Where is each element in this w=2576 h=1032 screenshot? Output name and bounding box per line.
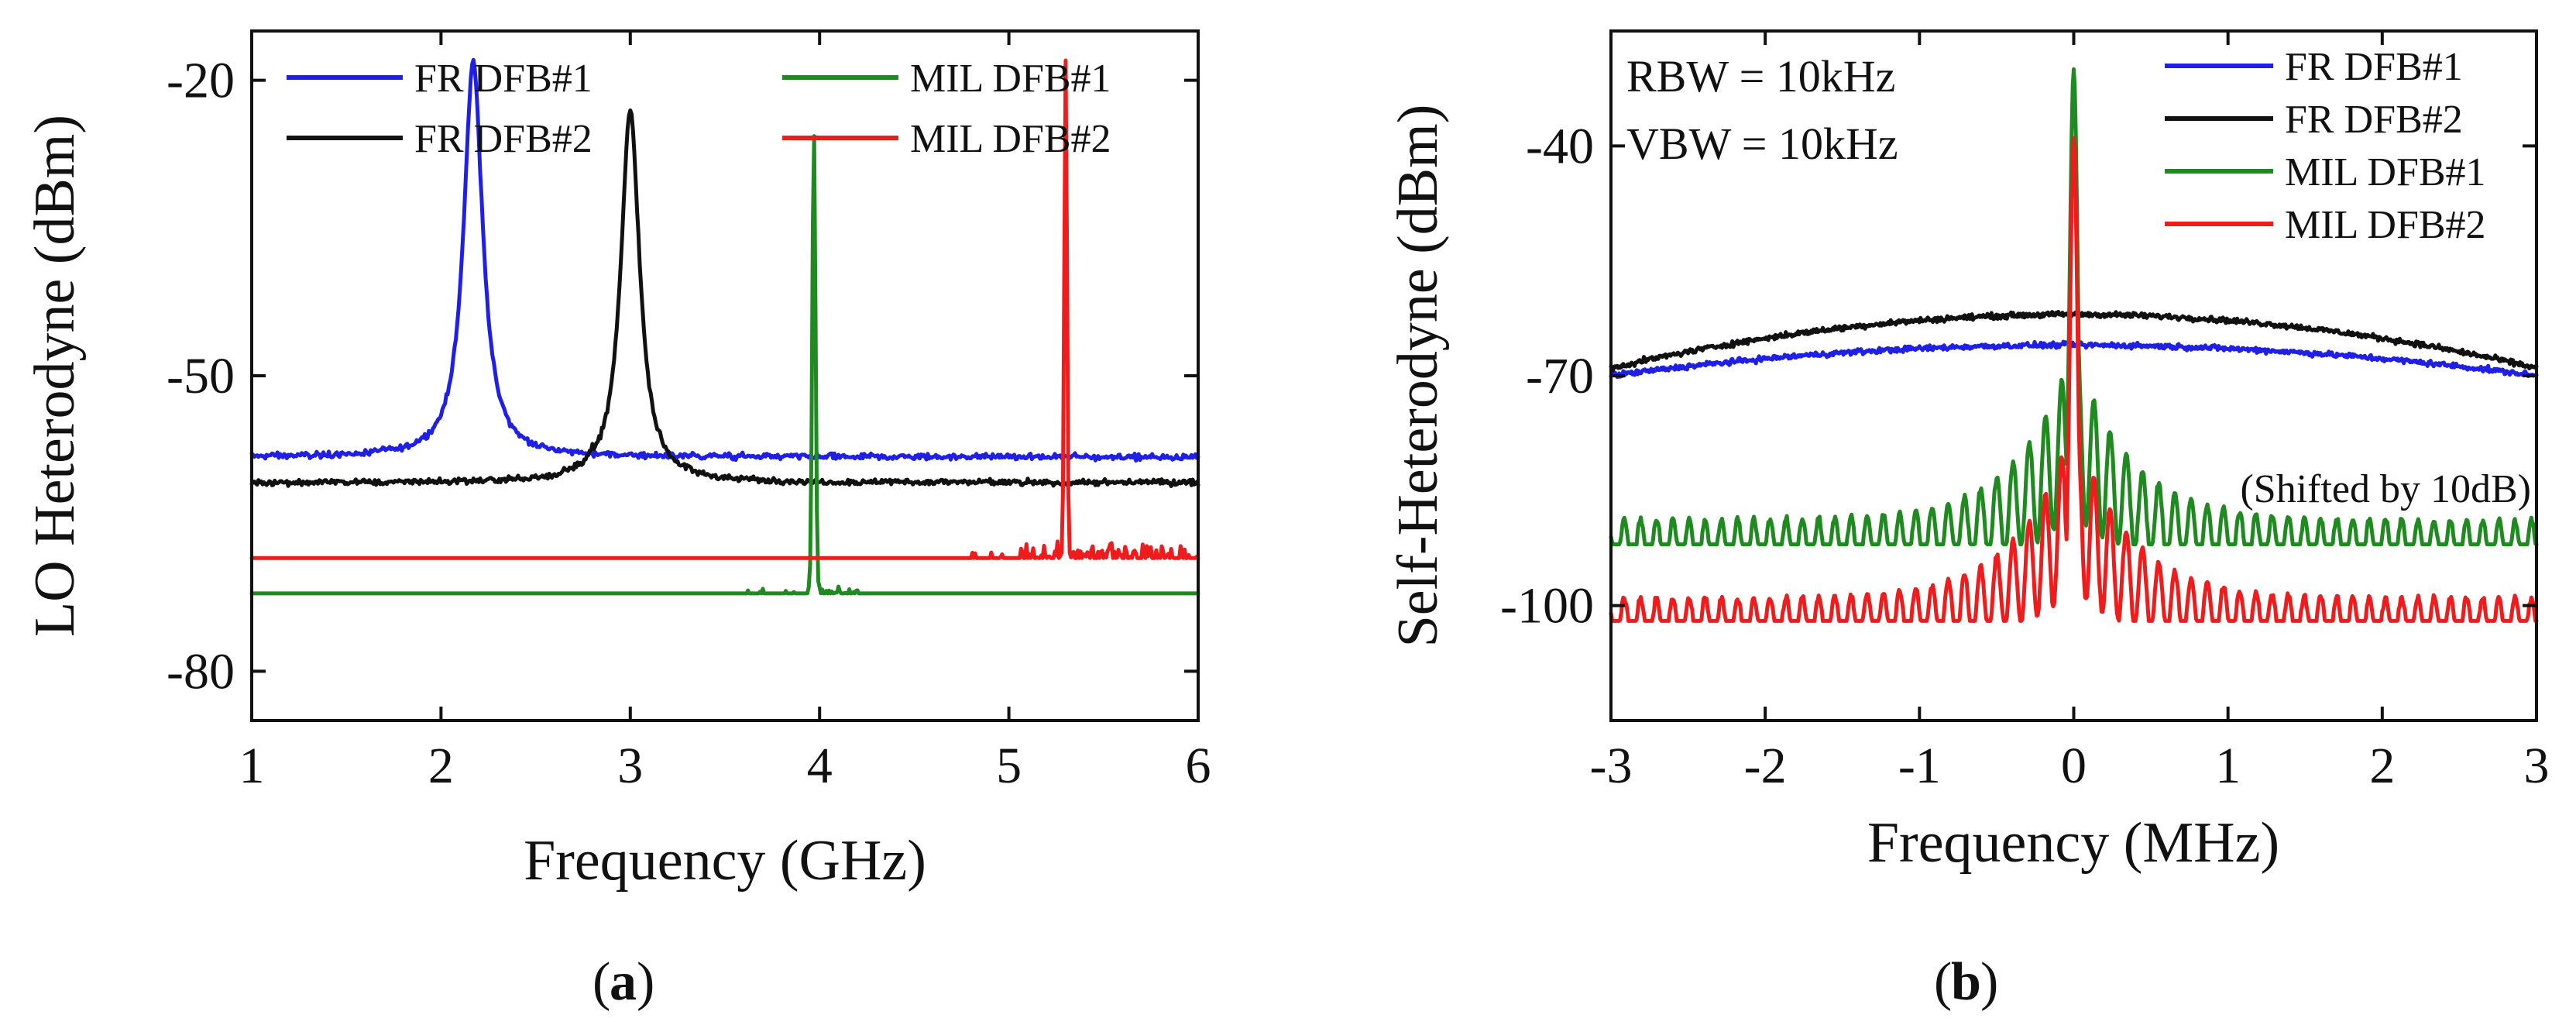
panel-b-y-axis-title: Self-Heterodyne (dBm) xyxy=(1386,105,1450,648)
legend-label-mil-dfb1: MIL DFB#1 xyxy=(2285,150,2486,194)
panel-a-series-mil-dfb-1 xyxy=(249,134,1200,596)
panel-b-shifted-annotation: (Shifted by 10dB) xyxy=(2240,467,2531,511)
svg-text:): ) xyxy=(637,952,654,1012)
panel-a-legend: FR DFB#1 FR DFB#2 MIL DFB#1 MIL DFB#2 xyxy=(287,57,1111,161)
panel-a-x-axis-title: Frequency (GHz) xyxy=(524,829,926,893)
legend-label-mil-dfb2: MIL DFB#2 xyxy=(2285,203,2486,247)
panel-a-y-axis-title: LO Heterodyne (dBm) xyxy=(23,115,87,637)
panel-b-legend: FR DFB#1 FR DFB#2 MIL DFB#1 MIL DFB#2 xyxy=(2165,45,2486,247)
panel-b-series-mil-dfb-1 xyxy=(1609,67,2539,547)
svg-text:): ) xyxy=(1980,952,1998,1012)
panel-a-x-tick-label: 5 xyxy=(996,738,1022,794)
panel-a-series-mil-dfb-2 xyxy=(249,58,1200,560)
panel-a-ticks: 1 2 3 4 5 6 -20 -50 -80 xyxy=(167,31,1211,794)
panel-a-x-tick-label: 6 xyxy=(1186,738,1211,794)
panel-a-chart: 1 2 3 4 5 6 -20 -50 -80 FR DFB#1 FR DFB#2 MIL DF… xyxy=(23,29,1211,1012)
panel-b-x-tick-label: 3 xyxy=(2524,738,2550,794)
legend-label-fr-dfb1: FR DFB#1 xyxy=(414,57,592,101)
panel-b-x-tick-label: -2 xyxy=(1744,738,1787,794)
panel-b-x-tick-label: 2 xyxy=(2369,738,2395,794)
legend-label-mil-dfb1: MIL DFB#1 xyxy=(910,57,1111,101)
panel-a-x-tick-label: 3 xyxy=(617,738,643,794)
panel-a-x-tick-label: 2 xyxy=(428,738,454,794)
panel-a-series-fr-dfb-1 xyxy=(249,57,1200,463)
panel-a-y-tick-label: -50 xyxy=(167,348,235,404)
panel-b-rbw-annotation: RBW = 10kHz xyxy=(1626,51,1895,101)
panel-b-series-fr-dfb-1 xyxy=(1609,339,2539,379)
panel-a-label-letter: a xyxy=(610,952,637,1012)
panel-b-ticks: -3 -2 -1 0 1 2 3 -40 -70 -100 xyxy=(1500,31,2550,794)
panel-b-y-tick-label: -100 xyxy=(1500,578,1594,635)
panel-a-x-tick-label: 1 xyxy=(239,738,265,794)
panel-a-x-tick-label: 4 xyxy=(807,738,833,794)
panel-b-series-fr-dfb-2 xyxy=(1609,309,2539,373)
panel-a-label: ( a ) xyxy=(592,952,654,1012)
panel-b-y-tick-label: -70 xyxy=(1526,348,1594,404)
panel-b-chart: -3 -2 -1 0 1 2 3 -40 -70 -100 RBW = 10kHz VBW = 1… xyxy=(1386,29,2550,1012)
panel-b-series-layer xyxy=(1609,67,2539,623)
panel-b-series-mil-dfb-2 xyxy=(1609,136,2539,623)
legend-label-fr-dfb2: FR DFB#2 xyxy=(2285,98,2463,142)
panel-b-y-tick-label: -40 xyxy=(1526,118,1594,174)
panel-b-x-tick-label: -1 xyxy=(1898,738,1941,794)
panel-a-y-tick-label: -80 xyxy=(167,643,235,700)
panel-b-vbw-annotation: VBW = 10kHz xyxy=(1626,119,1898,169)
panel-b-x-tick-label: 0 xyxy=(2061,738,2087,794)
panel-a-series-layer xyxy=(249,57,1200,596)
panel-b-x-tick-label: 1 xyxy=(2215,738,2241,794)
svg-text:(: ( xyxy=(1934,952,1952,1012)
panel-a-series-fr-dfb-2 xyxy=(249,108,1200,488)
legend-label-mil-dfb2: MIL DFB#2 xyxy=(910,117,1111,161)
panel-b-label: ( b ) xyxy=(1934,952,1998,1012)
panel-b-label-letter: b xyxy=(1951,952,1981,1012)
panel-b-x-axis-title: Frequency (MHz) xyxy=(1867,811,2279,875)
svg-text:(: ( xyxy=(592,952,610,1012)
panel-b-x-tick-label: -3 xyxy=(1590,738,1633,794)
panel-a-y-tick-label: -20 xyxy=(167,53,235,109)
legend-label-fr-dfb2: FR DFB#2 xyxy=(414,117,592,161)
legend-label-fr-dfb1: FR DFB#1 xyxy=(2285,45,2463,89)
